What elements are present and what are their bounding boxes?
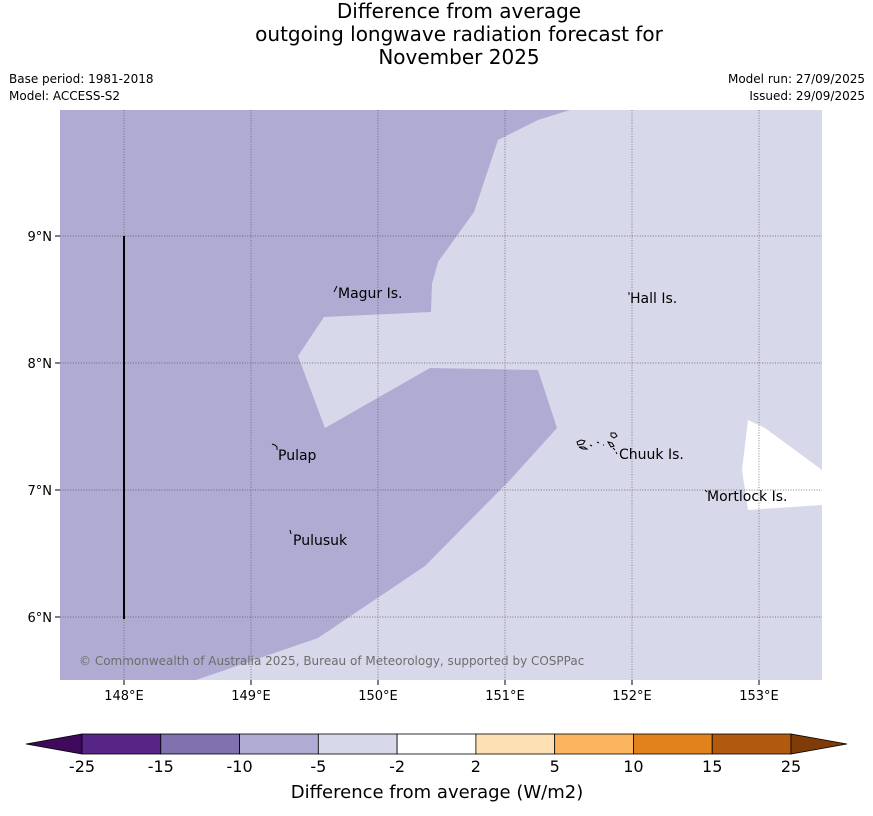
colorbar-tick-label: -5 [310, 757, 326, 776]
colorbar-segment [239, 733, 319, 755]
colorbar-label: Difference from average (W/m2) [291, 782, 583, 803]
label-pulusuk: Pulusuk [293, 533, 348, 549]
label-pulap: Pulap [278, 448, 317, 464]
island-mortlock [704, 489, 708, 493]
lon-tick-153e: 153°E [739, 689, 779, 704]
colorbar-segment [475, 733, 556, 755]
lat-tick-9n: 9°N [28, 230, 53, 245]
band-lavender [60, 110, 570, 680]
base-period: Base period: 1981-2018 [9, 72, 154, 86]
issued-date: Issued: 29/09/2025 [749, 89, 865, 103]
island-pulusuk [289, 529, 292, 535]
colorbar-extend-low [25, 733, 83, 755]
island-magur [333, 285, 338, 293]
meta-right: Model run: 27/09/2025 Issued: 29/09/2025 [728, 71, 865, 105]
island-pulap [271, 443, 278, 450]
colorbar-segment [317, 733, 398, 755]
label-hall: Hall Is. [630, 291, 677, 307]
colorbar-tick-label: -10 [226, 757, 252, 776]
colorbar-segment [396, 733, 477, 755]
lat-tick-8n: 8°N [28, 357, 53, 372]
chuuk-lagoon [576, 432, 618, 455]
lon-tick-151e: 151°E [485, 689, 525, 704]
lon-tick-149e: 149°E [231, 689, 271, 704]
gridlines [60, 110, 822, 680]
lat-axis: 9°N 8°N 7°N 6°N [28, 230, 60, 626]
colorbar-tick-label: 25 [781, 757, 801, 776]
colorbar-tick-label: 5 [550, 757, 560, 776]
colorbar-tick-label: 2 [471, 757, 481, 776]
chart-title: Difference from average outgoing longwav… [0, 0, 873, 69]
colorbar-segment [81, 733, 162, 755]
colorbar-tick-label: 15 [702, 757, 722, 776]
lon-axis: 148°E 149°E 150°E 151°E 152°E 153°E [104, 680, 779, 704]
colorbar-tick-label: -15 [148, 757, 174, 776]
model-run: Model run: 27/09/2025 [727, 72, 865, 86]
meta-left: Base period: 1981-2018 Model: ACCESS-S2 [9, 71, 154, 105]
colorbar-segment [554, 733, 634, 755]
colorbar-segment [160, 733, 240, 755]
label-chuuk: Chuuk Is. [619, 447, 684, 463]
lon-tick-152e: 152°E [612, 689, 652, 704]
label-mortlock: Mortlock Is. [707, 489, 787, 505]
colorbar-tick-label: 10 [623, 757, 643, 776]
lon-tick-148e: 148°E [104, 689, 144, 704]
title-line-2: outgoing longwave radiation forecast for [255, 22, 663, 46]
band-white [742, 420, 822, 510]
label-magur: Magur Is. [338, 286, 403, 302]
colorbar: -25 -15 -10 -5 -2 2 5 10 15 25 [25, 733, 848, 776]
model-name: Model: ACCESS-S2 [9, 89, 121, 103]
lat-tick-6n: 6°N [28, 611, 53, 626]
colorbar-tick-label: -25 [69, 757, 95, 776]
island-outlines [271, 285, 708, 535]
map-panel: Magur Is. Hall Is. Pulap Chuuk Is. Mortl… [60, 110, 822, 680]
colorbar-segment [633, 733, 713, 755]
lon-tick-150e: 150°E [358, 689, 398, 704]
lat-tick-7n: 7°N [28, 484, 53, 499]
copyright-notice: © Commonwealth of Australia 2025, Bureau… [79, 654, 584, 668]
title-line-1: Difference from average [336, 0, 582, 23]
colorbar-segment [711, 733, 792, 755]
colorbar-tick-label: -2 [389, 757, 405, 776]
title-line-3: November 2025 [378, 45, 540, 69]
colorbar-extend-high [790, 733, 848, 755]
